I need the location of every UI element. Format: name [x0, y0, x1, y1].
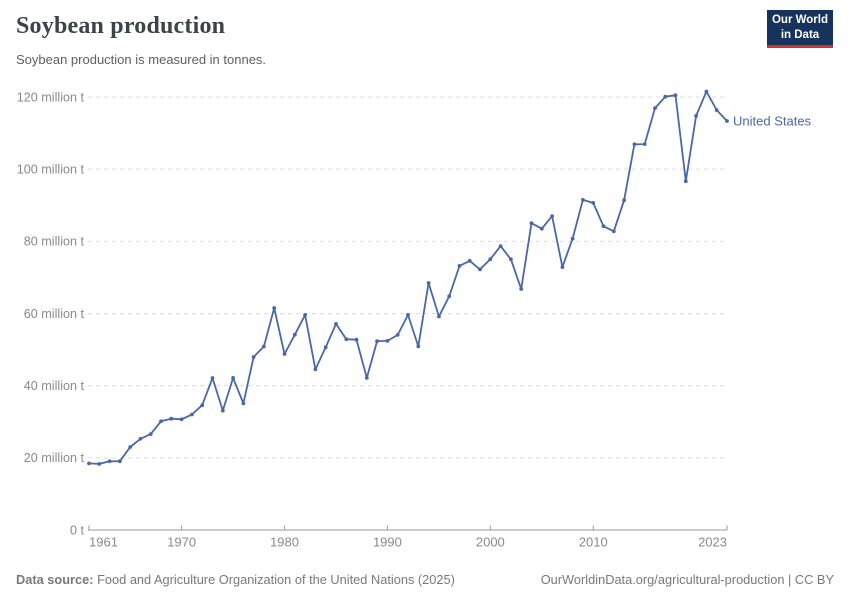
data-point [220, 408, 225, 413]
data-point [725, 119, 729, 123]
data-point [138, 436, 143, 441]
y-axis-tick-label: 20 million t [24, 451, 85, 465]
data-point [190, 412, 194, 417]
chart-footer: Data source: Food and Agriculture Organi… [16, 572, 834, 587]
x-axis-tick-label: 1970 [167, 535, 196, 550]
data-source-note: Data source: Food and Agriculture Organi… [16, 572, 455, 587]
data-point [334, 322, 338, 326]
data-point [447, 294, 452, 299]
data-point [457, 264, 462, 268]
data-point [673, 93, 678, 98]
data-point [169, 416, 174, 421]
data-point [601, 224, 606, 229]
data-point [642, 142, 647, 147]
y-axis-tick-label: 0 t [70, 523, 85, 537]
data-point [663, 94, 668, 99]
data-point [231, 376, 236, 380]
data-point [395, 333, 400, 337]
x-axis-tick-label: 2010 [579, 535, 608, 550]
data-point [159, 419, 163, 424]
data-point [313, 367, 318, 372]
data-point [364, 376, 369, 380]
data-point [323, 345, 328, 350]
data-point [467, 258, 472, 263]
data-source-text: Food and Agriculture Organization of the… [97, 572, 455, 587]
soybean-production-line-chart: 0 t 20 million t 40 million t 60 million t 8… [17, 89, 812, 550]
y-axis-tick-label: 40 million t [24, 379, 85, 393]
data-point [97, 462, 102, 466]
data-point [714, 108, 719, 112]
data-point [426, 281, 431, 285]
y-axis-tick-label: 120 million t [17, 90, 85, 104]
data-point [200, 403, 205, 408]
data-point [375, 339, 379, 343]
data-point [241, 401, 246, 406]
data-point [550, 214, 554, 219]
data-point [560, 265, 565, 269]
data-point [570, 236, 575, 241]
data-point [344, 337, 349, 342]
data-point [498, 244, 503, 249]
data-point [118, 459, 122, 464]
owid-logo[interactable]: Our World in Data [767, 10, 833, 48]
data-point [179, 417, 184, 422]
data-point [622, 198, 626, 203]
data-point [683, 179, 688, 184]
data-point [292, 332, 297, 337]
y-axis-tick-label: 80 million t [24, 235, 85, 249]
owid-logo-line1: Our World [771, 14, 828, 27]
data-point [251, 355, 256, 359]
data-point [704, 89, 709, 94]
data-point [488, 257, 493, 262]
data-point [148, 432, 153, 436]
x-axis-tick-label: 2023 [698, 535, 727, 550]
owid-logo-line2: in Data [780, 28, 820, 41]
data-point [416, 344, 421, 349]
data-source-label: Data source: [16, 572, 94, 587]
data-point [107, 459, 112, 464]
data-point [539, 226, 544, 231]
entity-label-united-states[interactable]: United States [733, 114, 812, 129]
data-point [210, 376, 215, 380]
x-axis-tick-label: 1961 [89, 535, 118, 550]
data-point [303, 313, 307, 317]
data-point [262, 344, 266, 349]
data-point [87, 461, 91, 466]
attribution-link[interactable]: OurWorldinData.org/agricultural-producti… [540, 572, 834, 587]
x-axis-tick-label: 1990 [373, 535, 402, 550]
series-line-united-states[interactable] [88, 90, 728, 465]
data-point [611, 229, 616, 234]
data-point [653, 106, 657, 110]
data-point [128, 445, 133, 449]
page-title: Soybean production [16, 13, 226, 39]
x-axis-tick-label: 2000 [476, 535, 505, 550]
data-point [694, 114, 698, 118]
data-point [282, 352, 287, 356]
data-point [529, 221, 534, 226]
data-point [406, 313, 410, 317]
data-point [519, 287, 524, 291]
data-point [591, 201, 596, 205]
data-point [632, 142, 637, 147]
data-point [385, 339, 390, 343]
x-axis-tick-label: 1980 [270, 535, 299, 550]
data-point [437, 314, 441, 319]
chart-subtitle: Soybean production is measured in tonnes… [16, 52, 267, 67]
data-point [272, 306, 277, 310]
data-point [581, 198, 585, 202]
data-point [354, 337, 359, 342]
y-axis-tick-label: 100 million t [17, 162, 85, 176]
data-point [478, 267, 482, 272]
y-axis-tick-label: 60 million t [24, 307, 85, 321]
data-point [509, 257, 513, 262]
